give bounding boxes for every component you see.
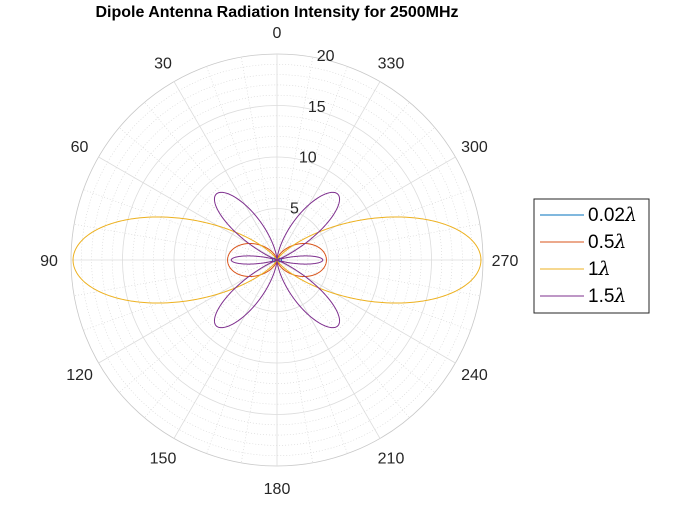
radial-tick-labels: 5 10 15 20 [290, 48, 335, 217]
angle-tick-labels: 0 30 60 90 120 150 180 210 240 270 300 330 [40, 25, 518, 498]
radial-tick-label: 5 [290, 200, 299, 217]
angle-tick-label: 210 [378, 450, 405, 467]
angle-tick-label: 60 [71, 139, 89, 156]
angle-tick-label: 120 [66, 367, 93, 384]
legend-box [533, 198, 650, 314]
legend-label-lambda: λ [613, 231, 626, 253]
angle-tick-label: 180 [264, 481, 291, 498]
angle-tick-label: 300 [461, 139, 488, 156]
radial-tick-label: 15 [308, 99, 326, 116]
angle-tick-label: 90 [40, 253, 58, 270]
angle-tick-label: 330 [378, 56, 405, 73]
legend-label-value: 0.02 [588, 205, 625, 226]
angle-tick-label: 0 [273, 25, 282, 42]
angle-tick-label: 150 [150, 450, 177, 467]
angle-tick-label: 270 [492, 253, 519, 270]
legend-label-lambda: λ [598, 258, 611, 280]
radial-tick-label: 20 [317, 48, 335, 65]
grid-spoke [173, 259, 278, 439]
radial-tick-label: 10 [299, 150, 317, 167]
series-layer [72, 191, 482, 329]
series-line-3 [213, 191, 341, 329]
legend-label-value: 1.5 [588, 286, 614, 307]
legend-label: 1.5λ [588, 285, 626, 307]
grid-spoke [173, 81, 278, 261]
legend-label-value: 1 [588, 259, 599, 280]
chart-title: Dipole Antenna Radiation Intensity for 2… [95, 4, 458, 21]
legend-label: 0.5λ [588, 231, 626, 253]
legend-label-lambda: λ [613, 285, 626, 307]
angle-tick-label: 240 [461, 367, 488, 384]
legend-label: 0.02λ [588, 204, 637, 226]
legend-label: 1λ [588, 258, 611, 280]
angle-tick-label: 30 [154, 56, 172, 73]
legend-label-lambda: λ [624, 204, 637, 226]
legend-label-value: 0.5 [588, 232, 614, 253]
grid-spoke [276, 259, 381, 439]
grid-spoke [276, 81, 381, 261]
